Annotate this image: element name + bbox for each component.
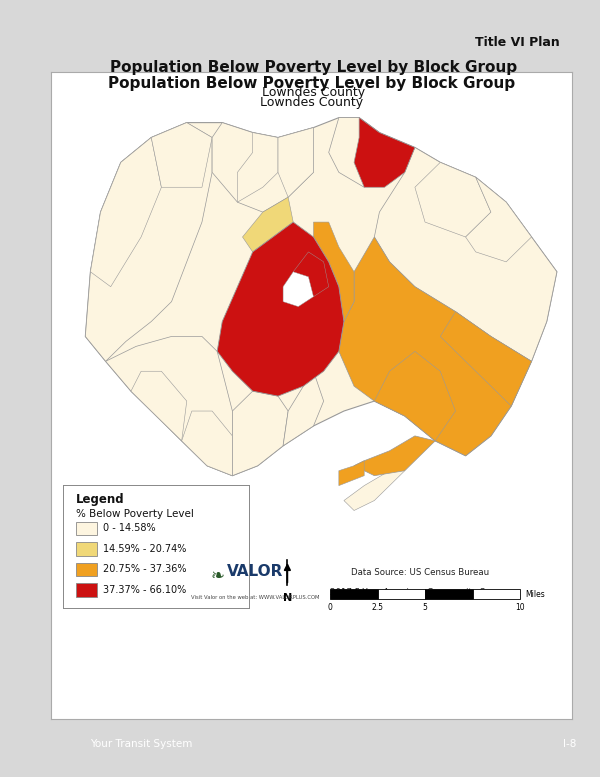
Text: Population Below Poverty Level by Block Group: Population Below Poverty Level by Block … <box>110 61 517 75</box>
Polygon shape <box>354 117 415 187</box>
Bar <box>76 563 97 577</box>
Polygon shape <box>278 127 314 197</box>
Polygon shape <box>415 162 491 237</box>
Text: 0: 0 <box>328 603 332 612</box>
Bar <box>76 521 97 535</box>
Bar <box>377 589 425 600</box>
Polygon shape <box>329 117 389 187</box>
Polygon shape <box>182 411 232 476</box>
Text: Lowndes County: Lowndes County <box>262 86 365 99</box>
Polygon shape <box>217 222 344 396</box>
Polygon shape <box>283 272 314 307</box>
Polygon shape <box>212 123 314 212</box>
Text: 2017 5-Year American Community Survey: 2017 5-Year American Community Survey <box>330 587 510 597</box>
Text: Legend: Legend <box>76 493 125 507</box>
Polygon shape <box>344 471 405 510</box>
Polygon shape <box>85 117 557 476</box>
Polygon shape <box>283 371 323 446</box>
Bar <box>76 584 97 597</box>
Polygon shape <box>374 351 455 441</box>
Text: 0 - 14.58%: 0 - 14.58% <box>103 524 155 534</box>
Text: ❧: ❧ <box>210 567 224 585</box>
Polygon shape <box>131 371 187 441</box>
Bar <box>76 542 97 556</box>
Bar <box>425 589 473 600</box>
Text: I-8: I-8 <box>563 740 577 749</box>
Text: Lowndes County: Lowndes County <box>260 96 364 109</box>
Polygon shape <box>293 252 329 297</box>
Text: % Below Poverty Level: % Below Poverty Level <box>76 510 194 519</box>
Text: Visit Valor on the web at: WWW.VALORPLUS.COM: Visit Valor on the web at: WWW.VALORPLUS… <box>191 595 319 600</box>
Text: VALOR: VALOR <box>227 564 283 579</box>
Polygon shape <box>85 123 212 361</box>
Polygon shape <box>354 436 435 476</box>
Polygon shape <box>238 133 278 202</box>
Bar <box>330 589 377 600</box>
Text: Your Transit System: Your Transit System <box>90 740 193 749</box>
Bar <box>473 589 520 600</box>
Text: 10: 10 <box>515 603 525 612</box>
Polygon shape <box>466 177 532 262</box>
Polygon shape <box>91 138 161 287</box>
Text: Title VI Plan: Title VI Plan <box>475 37 560 49</box>
Polygon shape <box>151 123 212 187</box>
Polygon shape <box>232 391 288 476</box>
Text: Data Source: US Census Bureau: Data Source: US Census Bureau <box>351 568 489 577</box>
Text: 2.5: 2.5 <box>371 603 383 612</box>
Text: 5: 5 <box>422 603 427 612</box>
Polygon shape <box>339 237 532 456</box>
Polygon shape <box>339 461 364 486</box>
Polygon shape <box>374 148 557 361</box>
Polygon shape <box>242 197 293 252</box>
Text: Population Below Poverty Level by Block Group: Population Below Poverty Level by Block … <box>109 76 515 91</box>
Text: 14.59% - 20.74%: 14.59% - 20.74% <box>103 544 187 554</box>
Polygon shape <box>314 222 354 322</box>
Text: Miles: Miles <box>526 590 545 598</box>
Text: N: N <box>283 594 292 604</box>
Text: 37.37% - 66.10%: 37.37% - 66.10% <box>103 585 186 595</box>
Text: 20.75% - 37.36%: 20.75% - 37.36% <box>103 564 187 574</box>
Polygon shape <box>440 312 532 406</box>
Polygon shape <box>106 336 232 476</box>
